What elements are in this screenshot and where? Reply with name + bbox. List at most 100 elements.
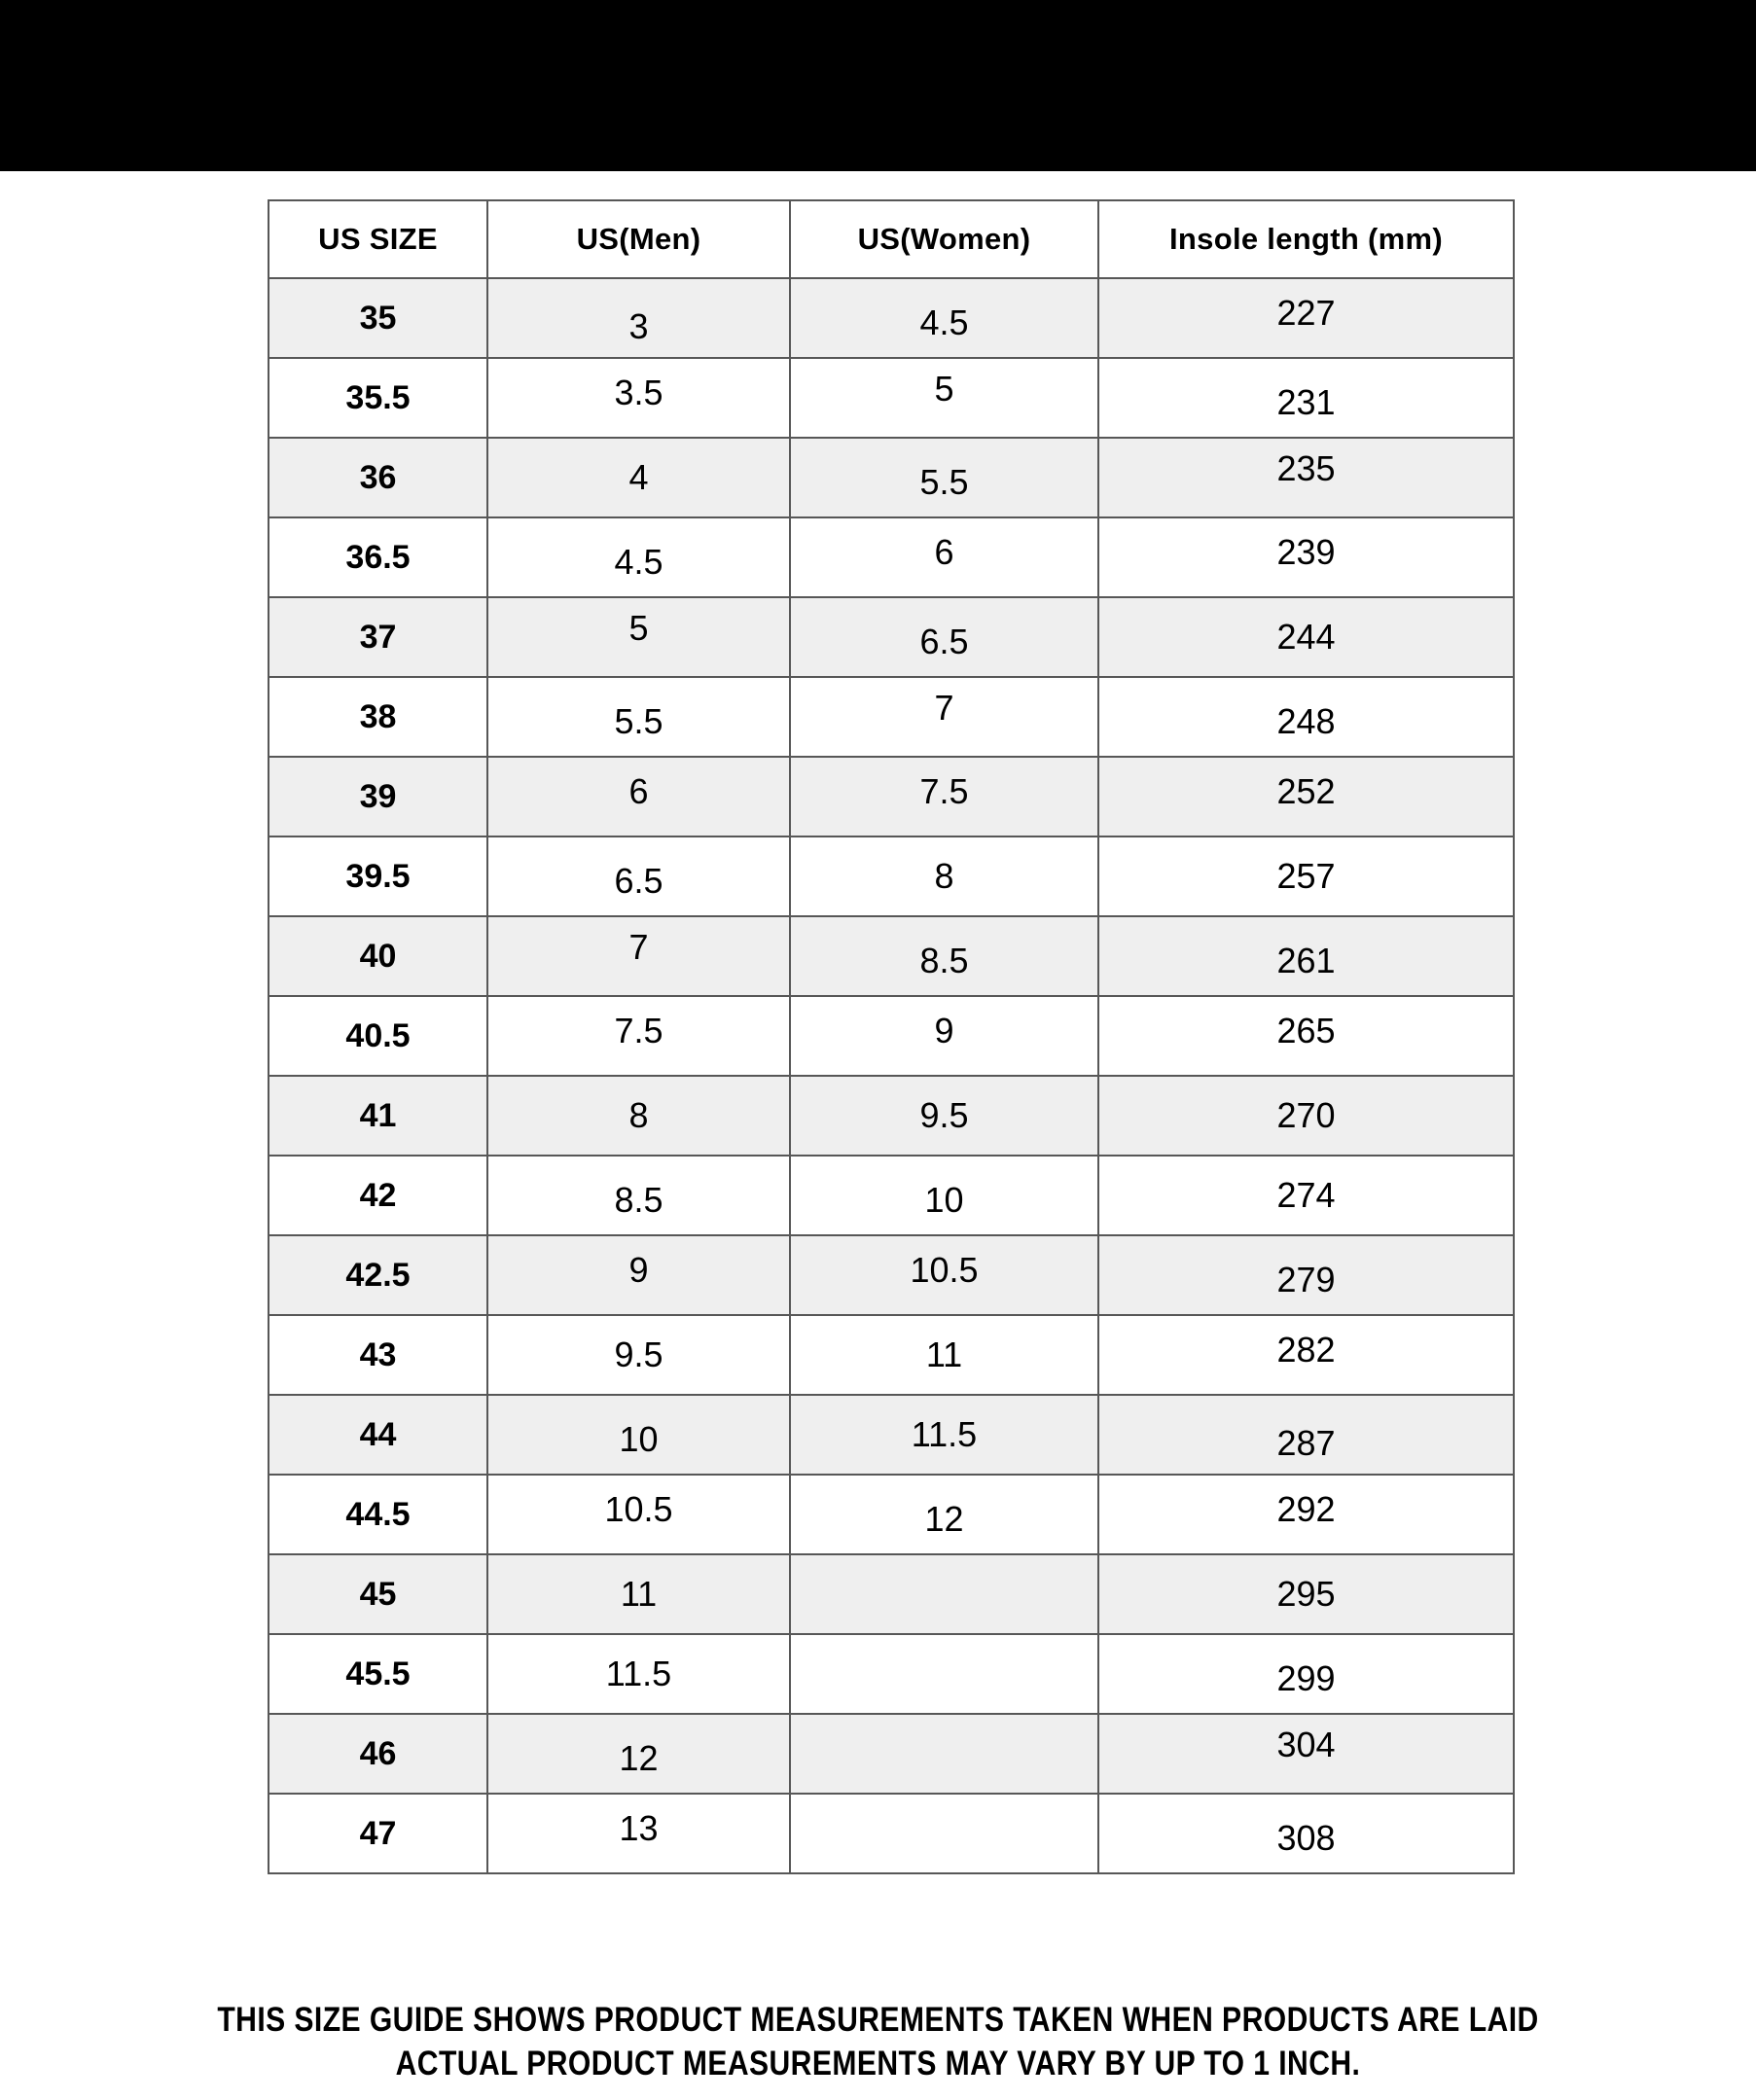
cell-us-men-value: 13 (619, 1808, 659, 1848)
cell-us-women: 10.5 (789, 1234, 1099, 1316)
cell-insole-mm-value: 292 (1276, 1489, 1336, 1529)
cell-us-men-value: 11.5 (605, 1654, 672, 1693)
table-header-row: US SIZE US(Men) US(Women) Insole length … (268, 199, 1515, 279)
cell-insole-mm-value: 257 (1276, 856, 1336, 896)
cell-us-size-value: 39.5 (345, 858, 411, 895)
cell-us-size: 35 (268, 277, 488, 359)
table-row: 35.5 3.5 5 231 (268, 357, 1515, 439)
cell-us-size-value: 39 (359, 778, 397, 815)
cell-us-size: 44.5 (268, 1474, 488, 1555)
cell-us-men-value: 3.5 (614, 373, 663, 412)
cell-us-men: 7 (486, 915, 791, 997)
cell-us-size: 42 (268, 1155, 488, 1236)
cell-us-men: 4 (486, 437, 791, 518)
cell-insole-mm-value: 252 (1276, 771, 1336, 811)
cell-us-men-value: 7.5 (614, 1011, 663, 1050)
cell-us-size-value: 37 (359, 619, 397, 656)
cell-insole-mm: 270 (1097, 1075, 1515, 1157)
cell-us-men-value: 6 (628, 771, 649, 811)
cell-insole-mm-value: 274 (1276, 1175, 1336, 1215)
cell-us-size-value: 38 (359, 698, 397, 735)
cell-us-men-value: 9 (628, 1250, 649, 1290)
footer-line-1: THIS SIZE GUIDE SHOWS PRODUCT MEASUREMEN… (217, 2001, 1539, 2039)
cell-us-men: 11 (486, 1553, 791, 1635)
cell-us-size: 41 (268, 1075, 488, 1157)
cell-us-women: 6 (789, 516, 1099, 598)
table-row: 44.5 10.5 12 292 (268, 1474, 1515, 1555)
cell-insole-mm-value: 239 (1276, 532, 1336, 572)
table-row: 42 8.5 10 274 (268, 1155, 1515, 1236)
cell-us-women-value: 6.5 (919, 622, 969, 661)
table-row: 37 5 6.5 244 (268, 596, 1515, 678)
footer-disclaimer: THIS SIZE GUIDE SHOWS PRODUCT MEASUREMEN… (123, 1999, 1632, 2086)
table-body: 35 3 4.5 227 35.5 3.5 5 231 36 4 5.5 235 36.5 4.5 6 239… (268, 277, 1515, 1874)
table-row: 39.5 6.5 8 257 (268, 836, 1515, 917)
table-row: 35 3 4.5 227 (268, 277, 1515, 359)
cell-insole-mm-value: 287 (1276, 1423, 1336, 1463)
cell-insole-mm-value: 295 (1276, 1574, 1336, 1614)
cell-us-men: 5.5 (486, 676, 791, 758)
cell-insole-mm-value: 265 (1276, 1011, 1336, 1050)
cell-us-women-value: 11.5 (911, 1414, 978, 1454)
cell-us-women: 11.5 (789, 1394, 1099, 1476)
cell-insole-mm: 248 (1097, 676, 1515, 758)
cell-us-men-value: 10 (619, 1419, 659, 1459)
footer-line-2: ACTUAL PRODUCT MEASUREMENTS MAY VARY BY … (395, 2044, 1361, 2082)
cell-us-size-value: 41 (359, 1097, 397, 1134)
cell-us-women (789, 1713, 1099, 1795)
table-row: 41 8 9.5 270 (268, 1075, 1515, 1157)
column-header-us-size: US SIZE (268, 199, 488, 279)
cell-us-women-value: 10.5 (910, 1250, 979, 1290)
table-row: 36.5 4.5 6 239 (268, 516, 1515, 598)
cell-us-men-value: 9.5 (614, 1335, 663, 1374)
cell-us-size-value: 36 (359, 459, 397, 496)
cell-us-women: 7 (789, 676, 1099, 758)
cell-insole-mm: 279 (1097, 1234, 1515, 1316)
cell-us-women-value: 11 (925, 1335, 963, 1374)
cell-us-men: 11.5 (486, 1633, 791, 1715)
cell-insole-mm: 295 (1097, 1553, 1515, 1635)
cell-us-women-value: 12 (924, 1499, 964, 1539)
cell-us-size-value: 42.5 (345, 1257, 411, 1294)
cell-us-men: 6 (486, 756, 791, 837)
cell-insole-mm: 304 (1097, 1713, 1515, 1795)
cell-insole-mm-value: 248 (1276, 701, 1336, 741)
cell-insole-mm-value: 279 (1276, 1260, 1336, 1299)
cell-us-men: 13 (486, 1793, 791, 1874)
cell-us-men-value: 12 (619, 1738, 659, 1778)
cell-us-women-value: 10 (924, 1180, 964, 1220)
cell-insole-mm: 252 (1097, 756, 1515, 837)
cell-insole-mm: 308 (1097, 1793, 1515, 1874)
cell-insole-mm: 231 (1097, 357, 1515, 439)
cell-insole-mm-value: 235 (1276, 448, 1336, 488)
cell-us-size-value: 35.5 (345, 379, 411, 416)
table-row: 39 6 7.5 252 (268, 756, 1515, 837)
cell-us-women-value: 8 (934, 856, 954, 896)
cell-us-women-value: 9.5 (919, 1095, 969, 1135)
table-row: 47 13 308 (268, 1793, 1515, 1874)
column-header-insole-length: Insole length (mm) (1097, 199, 1515, 279)
table-row: 38 5.5 7 248 (268, 676, 1515, 758)
cell-us-size-value: 36.5 (345, 539, 411, 576)
cell-us-women-value: 7 (934, 688, 954, 728)
cell-us-men-value: 7 (628, 927, 649, 967)
cell-us-women: 11 (789, 1314, 1099, 1396)
size-chart-table: US SIZE US(Men) US(Women) Insole length … (268, 199, 1515, 1874)
cell-us-women-value: 6 (934, 532, 954, 572)
cell-insole-mm-value: 270 (1276, 1095, 1336, 1135)
cell-us-size: 43 (268, 1314, 488, 1396)
cell-insole-mm: 287 (1097, 1394, 1515, 1476)
cell-us-men-value: 11 (620, 1574, 658, 1614)
cell-us-women: 10 (789, 1155, 1099, 1236)
cell-us-men-value: 6.5 (614, 861, 663, 901)
cell-us-size: 38 (268, 676, 488, 758)
cell-us-size: 36.5 (268, 516, 488, 598)
cell-us-women: 9 (789, 995, 1099, 1077)
cell-us-size: 46 (268, 1713, 488, 1795)
cell-insole-mm-value: 282 (1276, 1330, 1336, 1370)
cell-us-size: 44 (268, 1394, 488, 1476)
cell-us-size: 39.5 (268, 836, 488, 917)
cell-us-men: 3 (486, 277, 791, 359)
table-header: US SIZE US(Men) US(Women) Insole length … (268, 199, 1515, 279)
cell-insole-mm-value: 261 (1276, 941, 1336, 980)
